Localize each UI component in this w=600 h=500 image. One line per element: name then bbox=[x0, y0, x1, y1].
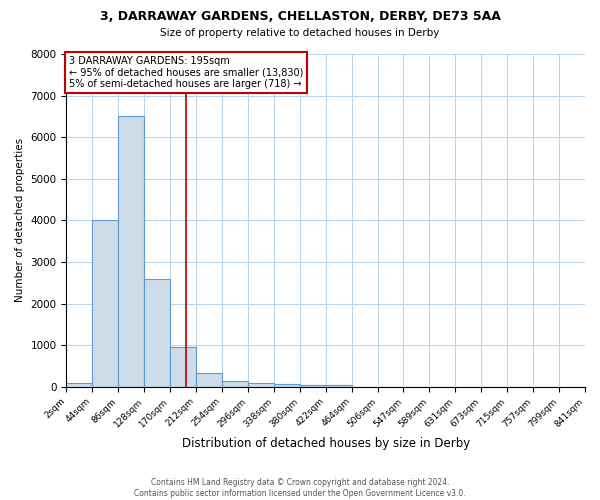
Bar bbox=[326, 384, 352, 387]
Text: 3, DARRAWAY GARDENS, CHELLASTON, DERBY, DE73 5AA: 3, DARRAWAY GARDENS, CHELLASTON, DERBY, … bbox=[100, 10, 500, 23]
Text: 3 DARRAWAY GARDENS: 195sqm
← 95% of detached houses are smaller (13,830)
5% of s: 3 DARRAWAY GARDENS: 195sqm ← 95% of deta… bbox=[69, 56, 304, 89]
Y-axis label: Number of detached properties: Number of detached properties bbox=[15, 138, 25, 302]
Bar bbox=[248, 383, 274, 387]
Text: Contains HM Land Registry data © Crown copyright and database right 2024.
Contai: Contains HM Land Registry data © Crown c… bbox=[134, 478, 466, 498]
X-axis label: Distribution of detached houses by size in Derby: Distribution of detached houses by size … bbox=[182, 437, 470, 450]
Bar bbox=[92, 220, 118, 387]
Bar bbox=[300, 385, 326, 387]
Bar bbox=[274, 384, 300, 387]
Bar bbox=[170, 346, 196, 387]
Bar bbox=[67, 382, 92, 387]
Text: Size of property relative to detached houses in Derby: Size of property relative to detached ho… bbox=[160, 28, 440, 38]
Bar bbox=[196, 373, 222, 387]
Bar bbox=[144, 278, 170, 387]
Bar bbox=[222, 382, 248, 387]
Bar bbox=[118, 116, 144, 387]
